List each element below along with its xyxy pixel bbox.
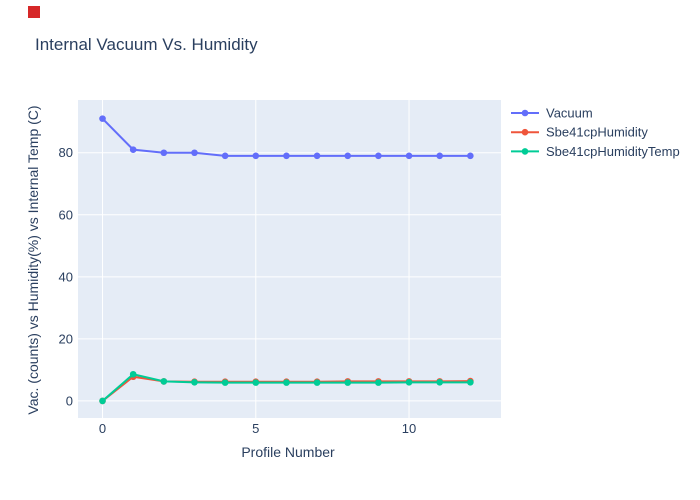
y-tick-label: 60	[59, 207, 73, 222]
series-point-vacuum[interactable]	[191, 149, 198, 157]
series-point-sbe41cphumiditytemp[interactable]	[313, 379, 321, 386]
red-square-marker	[28, 6, 40, 18]
series-point-sbe41cphumiditytemp[interactable]	[160, 378, 168, 385]
series-point-sbe41cphumiditytemp[interactable]	[221, 379, 229, 386]
y-axis-title: Vac. (counts) vs Humidity(%) vs Internal…	[25, 105, 41, 414]
series-point-vacuum[interactable]	[436, 152, 443, 160]
legend-label: Vacuum	[546, 106, 593, 121]
series-point-vacuum[interactable]	[160, 149, 168, 157]
series-point-vacuum[interactable]	[129, 146, 137, 153]
series-point-vacuum[interactable]	[375, 152, 382, 160]
series-point-sbe41cphumiditytemp[interactable]	[252, 379, 260, 386]
y-tick-label: 20	[59, 331, 73, 346]
series-point-sbe41cphumiditytemp[interactable]	[405, 379, 413, 386]
y-tick-label: 80	[59, 145, 73, 160]
series-point-vacuum[interactable]	[99, 115, 106, 122]
legend-label: Sbe41cpHumidityTemp	[546, 144, 680, 159]
x-tick-label: 0	[99, 421, 106, 436]
series-point-vacuum[interactable]	[283, 152, 290, 160]
x-axis-title: Profile Number	[241, 444, 335, 460]
series-point-vacuum[interactable]	[221, 152, 229, 160]
legend-item-vacuum[interactable]: Vacuum	[511, 106, 593, 121]
x-tick-label: 5	[252, 421, 259, 436]
y-tick-label: 40	[59, 269, 73, 284]
series-point-sbe41cphumiditytemp[interactable]	[191, 379, 198, 386]
series-point-sbe41cphumiditytemp[interactable]	[283, 379, 290, 386]
series-point-sbe41cphumiditytemp[interactable]	[467, 379, 474, 386]
series-point-sbe41cphumiditytemp[interactable]	[129, 370, 137, 378]
series-point-vacuum[interactable]	[405, 152, 413, 160]
series-point-vacuum[interactable]	[313, 152, 321, 160]
series-point-vacuum[interactable]	[252, 152, 260, 160]
series-point-sbe41cphumiditytemp[interactable]	[375, 379, 382, 386]
legend-label: Sbe41cpHumidity	[546, 125, 648, 140]
legend: Vacuum Sbe41cpHumidity Sbe41cpHumidityTemp	[511, 106, 680, 159]
legend-item-sbe41cphumidity[interactable]: Sbe41cpHumidity	[511, 125, 648, 140]
series-point-sbe41cphumiditytemp[interactable]	[436, 379, 443, 386]
legend-marker-swatch	[521, 128, 529, 136]
x-tick-label: 10	[402, 421, 416, 436]
legend-marker-swatch	[521, 148, 529, 155]
legend-marker-swatch	[521, 109, 529, 117]
plot-area[interactable]	[78, 100, 501, 418]
chart-title: Internal Vacuum Vs. Humidity	[35, 35, 258, 54]
series-point-vacuum[interactable]	[344, 152, 352, 160]
series-point-vacuum[interactable]	[467, 152, 474, 160]
series-point-sbe41cphumiditytemp[interactable]	[99, 397, 106, 405]
y-tick-label: 0	[66, 393, 73, 408]
series-point-sbe41cphumiditytemp[interactable]	[344, 379, 352, 386]
tick-layer: 0 5 10 0 20 40 60 80	[59, 145, 417, 436]
plot-layer	[78, 100, 501, 418]
legend-item-sbe41cphumiditytemp[interactable]: Sbe41cpHumidityTemp	[511, 144, 680, 159]
